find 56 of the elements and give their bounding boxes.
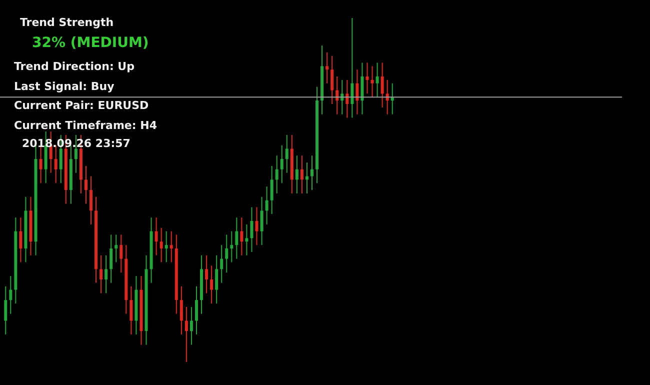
annotation: Last Signal: Buy xyxy=(14,80,114,93)
candlestick xyxy=(356,69,359,115)
candlestick xyxy=(300,155,304,194)
candlestick xyxy=(110,234,113,284)
candlestick xyxy=(90,176,93,225)
candlestick xyxy=(230,230,234,263)
candlestick xyxy=(255,206,258,246)
candlestick xyxy=(260,196,264,246)
candlestick xyxy=(326,52,329,84)
candlestick xyxy=(350,18,354,118)
candlestick xyxy=(190,306,193,346)
candlestick xyxy=(19,217,22,263)
candlestick xyxy=(346,79,349,118)
candlestick xyxy=(100,254,103,294)
candlestick xyxy=(235,217,238,260)
candlestick xyxy=(205,254,208,294)
candlestick xyxy=(225,234,228,274)
annotation: Trend Strength xyxy=(20,16,114,29)
candlestick xyxy=(180,286,183,335)
candlestick xyxy=(285,134,288,174)
candlestick xyxy=(84,165,88,204)
annotation: 32% (MEDIUM) xyxy=(32,35,149,51)
candlestick xyxy=(184,306,188,362)
candlestick xyxy=(275,155,278,194)
annotation: Current Timeframe: H4 xyxy=(14,119,158,132)
candlestick xyxy=(310,155,314,190)
candlestick xyxy=(164,230,168,263)
candlestick xyxy=(366,62,369,94)
candlestick xyxy=(336,76,339,115)
candlestick xyxy=(114,234,118,263)
candlestick xyxy=(370,66,374,98)
annotation: Current Pair: EURUSD xyxy=(14,99,149,112)
candlestick xyxy=(130,286,133,335)
candlestick xyxy=(210,265,214,304)
candlestick xyxy=(250,206,254,252)
candlestick xyxy=(330,55,334,104)
candlestick xyxy=(240,217,244,256)
candlestick xyxy=(265,186,268,225)
candlestick xyxy=(270,165,274,215)
candlestick xyxy=(194,286,198,335)
annotation: Trend Direction: Up xyxy=(14,60,135,73)
candlestick xyxy=(305,162,308,194)
candlestick xyxy=(380,62,384,108)
candlestick xyxy=(215,254,218,304)
candlestick xyxy=(154,217,158,256)
candlestick xyxy=(295,155,298,194)
candlestick xyxy=(104,254,108,294)
candlestick xyxy=(220,244,224,284)
candlestick xyxy=(160,227,163,263)
candlestick xyxy=(376,62,379,98)
candlestick xyxy=(245,224,248,256)
candlestick xyxy=(120,234,123,274)
candlestick xyxy=(4,286,8,335)
candlestick xyxy=(280,144,284,184)
candlestick xyxy=(170,230,173,263)
candlestick xyxy=(9,276,12,314)
